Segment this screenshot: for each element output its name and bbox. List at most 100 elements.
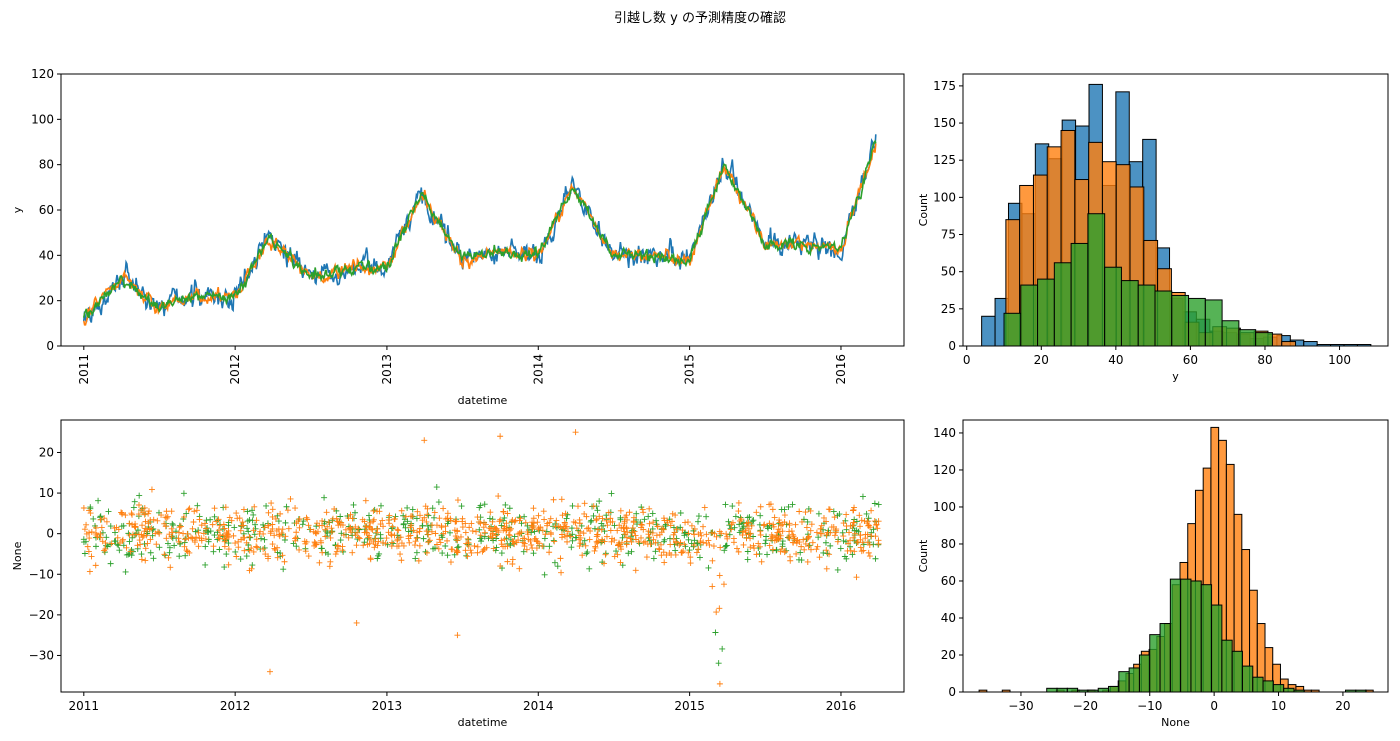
scatter-point: [112, 537, 119, 544]
scatter-point: [863, 510, 870, 517]
scatter-point: [760, 522, 767, 529]
scatter-point: [413, 515, 420, 522]
scatter-point: [303, 514, 310, 521]
scatter-point: [419, 522, 426, 529]
hist-bar: [1221, 639, 1233, 693]
scatter-point: [502, 501, 509, 508]
scatter-point: [279, 526, 286, 533]
scatter-point: [337, 521, 344, 528]
scatter-point: [768, 531, 775, 538]
scatter-point: [587, 527, 594, 534]
scatter-point: [355, 525, 362, 532]
scatter-point: [428, 528, 435, 535]
scatter-point: [186, 505, 193, 512]
scatter-point: [831, 514, 838, 521]
scatter-point: [535, 512, 542, 519]
scatter-point: [638, 504, 645, 511]
scatter-point: [541, 571, 548, 578]
scatter-point: [202, 561, 209, 568]
scatter-point: [547, 515, 554, 522]
scatter-point: [582, 542, 589, 549]
scatter-point: [500, 508, 507, 515]
hist-bar: [1097, 687, 1110, 693]
scatter-point: [129, 521, 136, 528]
scatter-point: [660, 526, 667, 533]
scatter-point: [176, 529, 183, 536]
scatter-point: [729, 503, 736, 510]
scatter-point: [158, 512, 165, 519]
scatter-point: [583, 525, 590, 532]
scatter-point: [778, 546, 785, 553]
scatter-point: [245, 546, 252, 553]
scatter-point: [507, 542, 514, 549]
scatter-point: [154, 517, 161, 524]
scatter-point: [623, 538, 630, 545]
scatter-point: [625, 550, 632, 557]
scatter-point: [220, 521, 227, 528]
scatter-point: [205, 529, 212, 536]
scatter-point: [377, 521, 384, 528]
scatter-point: [266, 668, 273, 675]
scatter-point: [603, 533, 610, 540]
hist-bar: [1137, 284, 1156, 347]
scatter-point: [375, 538, 382, 545]
scatter-point: [864, 531, 871, 538]
scatter-point: [584, 549, 591, 556]
scatter-point: [282, 533, 289, 540]
y-tick-label: 80: [39, 158, 54, 172]
scatter-point: [103, 534, 110, 541]
hist-bar: [1262, 680, 1274, 693]
scatter-point: [429, 505, 436, 512]
scatter-point: [176, 524, 183, 531]
y-tick-label: 75: [941, 228, 956, 242]
scatter-point: [202, 520, 209, 527]
scatter-point: [440, 505, 447, 512]
axes-frame: [962, 419, 1389, 693]
scatter-point: [681, 541, 688, 548]
scatter-point: [438, 522, 445, 529]
scatter-point: [742, 527, 749, 534]
scatter-point: [271, 532, 278, 539]
scatter-point: [375, 552, 382, 559]
scatter-point: [432, 545, 439, 552]
scatter-point: [211, 513, 218, 520]
scatter-point: [474, 549, 481, 556]
x-tick-label: 80: [1257, 353, 1272, 367]
scatter-point: [807, 507, 814, 514]
scatter-point: [365, 534, 372, 541]
scatter-point: [452, 533, 459, 540]
scatter-point: [727, 525, 734, 532]
scatter-point: [476, 518, 483, 525]
scatter-point: [134, 542, 141, 549]
scatter-point: [872, 533, 879, 540]
scatter-point: [243, 553, 250, 560]
scatter-point: [482, 521, 489, 528]
scatter-point: [370, 518, 377, 525]
scatter-point: [570, 518, 577, 525]
scatter-point: [823, 518, 830, 525]
scatter-point: [364, 535, 371, 542]
scatter-point: [653, 532, 660, 539]
scatter-point: [409, 506, 416, 513]
hist-residual-axes: 0 20 40 60 80 100 120 140 −30 −20 −10 0 10 20 None Coun…: [917, 419, 1389, 729]
scatter-point: [827, 529, 834, 536]
scatter-point: [248, 565, 255, 572]
scatter-point: [145, 510, 152, 517]
scatter-point: [553, 517, 560, 524]
scatter-point: [628, 548, 635, 555]
scatter-point: [210, 548, 217, 555]
scatter-point: [646, 534, 653, 541]
scatter-point: [572, 429, 579, 436]
hist-bar: [1171, 294, 1190, 347]
scatter-point: [604, 522, 611, 529]
scatter-point: [858, 548, 865, 555]
scatter-point: [209, 521, 216, 528]
scatter-point: [269, 525, 276, 532]
scatter-point: [424, 522, 431, 529]
scatter-point: [820, 526, 827, 533]
hist-bar: [1003, 312, 1022, 347]
y-axis-label: Count: [917, 193, 930, 226]
scatter-point: [798, 543, 805, 550]
hist-bar: [1128, 667, 1140, 693]
scatter-point: [646, 505, 653, 512]
